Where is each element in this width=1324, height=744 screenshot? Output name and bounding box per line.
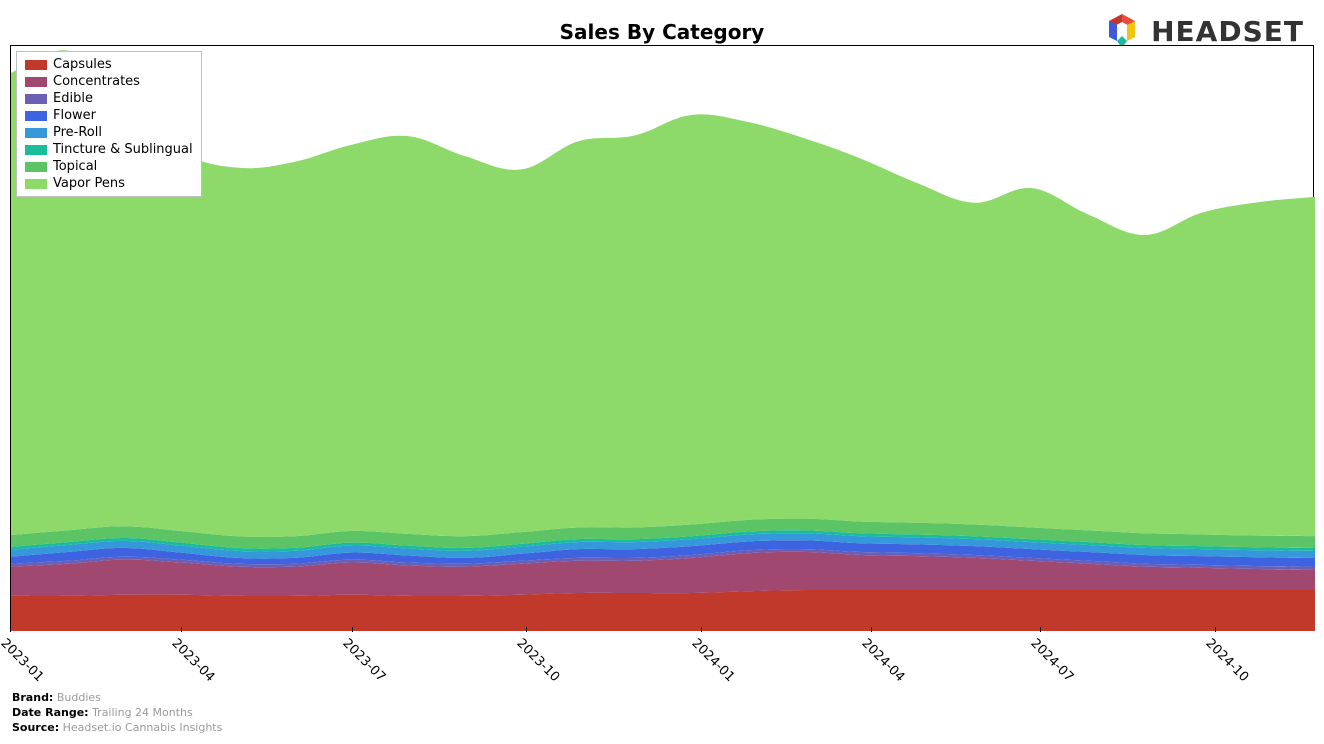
- legend-label: Tincture & Sublingual: [53, 142, 193, 157]
- x-tick-mark: [352, 627, 353, 632]
- legend-label: Edible: [53, 91, 93, 106]
- legend-label: Capsules: [53, 57, 112, 72]
- legend-item: Flower: [25, 107, 193, 124]
- legend-item: Concentrates: [25, 73, 193, 90]
- x-tick-label: 2023-10: [514, 636, 563, 685]
- legend-swatch: [25, 111, 47, 121]
- meta-source: Source: Headset.io Cannabis Insights: [12, 721, 222, 736]
- area-capsules: [11, 590, 1315, 631]
- legend-label: Pre-Roll: [53, 125, 102, 140]
- legend-item: Pre-Roll: [25, 124, 193, 141]
- x-tick-label: 2024-01: [689, 636, 738, 685]
- legend-swatch: [25, 145, 47, 155]
- x-tick-mark: [526, 627, 527, 632]
- chart-area: Capsules Concentrates Edible Flower Pre-Roll…: [10, 45, 1314, 630]
- x-tick-mark: [1215, 627, 1216, 632]
- chart-metadata: Brand: Buddies Date Range: Trailing 24 M…: [12, 691, 222, 736]
- x-tick-mark: [701, 627, 702, 632]
- area-vapor-pens: [11, 50, 1315, 537]
- legend-swatch: [25, 162, 47, 172]
- x-tick-label: 2023-01: [0, 636, 46, 685]
- x-tick-label: 2024-04: [858, 636, 907, 685]
- legend-swatch: [25, 94, 47, 104]
- meta-source-label: Source:: [12, 721, 59, 734]
- meta-brand-label: Brand:: [12, 691, 53, 704]
- legend-swatch: [25, 60, 47, 70]
- legend-label: Flower: [53, 108, 96, 123]
- legend: Capsules Concentrates Edible Flower Pre-Roll…: [16, 51, 202, 197]
- legend-label: Vapor Pens: [53, 176, 125, 191]
- meta-daterange-label: Date Range:: [12, 706, 89, 719]
- meta-brand: Brand: Buddies: [12, 691, 222, 706]
- meta-source-value: Headset.io Cannabis Insights: [63, 721, 223, 734]
- legend-item: Edible: [25, 90, 193, 107]
- x-tick-mark: [1040, 627, 1041, 632]
- x-tick-mark: [10, 627, 11, 632]
- meta-brand-value: Buddies: [57, 691, 101, 704]
- legend-label: Concentrates: [53, 74, 140, 89]
- stacked-area-svg: [11, 46, 1315, 631]
- legend-swatch: [25, 179, 47, 189]
- legend-item: Tincture & Sublingual: [25, 141, 193, 158]
- legend-item: Vapor Pens: [25, 175, 193, 192]
- x-tick-mark: [181, 627, 182, 632]
- legend-label: Topical: [53, 159, 97, 174]
- legend-item: Capsules: [25, 56, 193, 73]
- x-tick-mark: [871, 627, 872, 632]
- x-tick-label: 2024-10: [1202, 636, 1251, 685]
- legend-swatch: [25, 77, 47, 87]
- chart-title: Sales By Category: [0, 20, 1324, 44]
- x-tick-label: 2023-07: [339, 636, 388, 685]
- legend-swatch: [25, 128, 47, 138]
- x-axis: 2023-012023-042023-072023-102024-012024-…: [10, 632, 1314, 692]
- x-tick-label: 2024-07: [1028, 636, 1077, 685]
- legend-item: Topical: [25, 158, 193, 175]
- meta-daterange-value: Trailing 24 Months: [92, 706, 193, 719]
- x-tick-label: 2023-04: [168, 636, 217, 685]
- meta-daterange: Date Range: Trailing 24 Months: [12, 706, 222, 721]
